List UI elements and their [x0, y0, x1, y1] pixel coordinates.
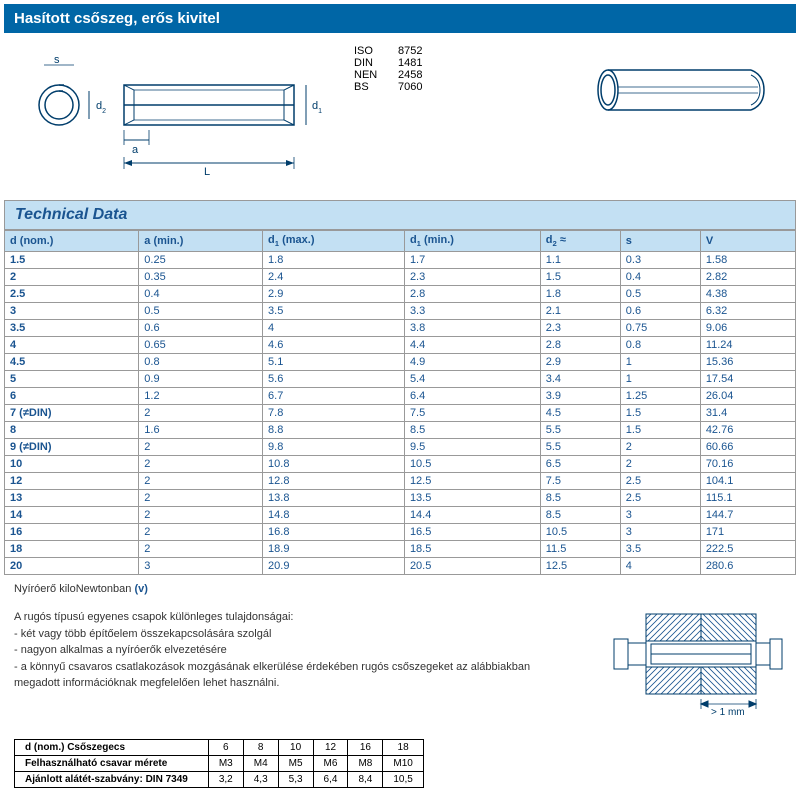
- technical-drawing-main: d2 s d1 a: [24, 45, 324, 188]
- standards-list: ISO8752DIN1481NEN2458BS7060: [354, 45, 422, 93]
- description-section: A rugós típusú egyenes csapok különleges…: [4, 603, 796, 731]
- table-row: 20320.920.512.54280.6: [5, 558, 796, 575]
- column-header: d1 (max.): [263, 231, 405, 252]
- table-row: 61.26.76.43.91.2526.04: [5, 388, 796, 405]
- sizes-row: Ajánlott alátét-szabvány: DIN 73493,24,3…: [15, 771, 424, 787]
- table-row: 1.50.251.81.71.10.31.58: [5, 252, 796, 269]
- svg-text:L: L: [204, 166, 210, 178]
- header-section: d2 s d1 a: [4, 37, 796, 200]
- column-header: V: [700, 231, 795, 252]
- description-intro: A rugós típusú egyenes csapok különleges…: [14, 609, 566, 626]
- footnote: Nyíróerő kiloNewtonban (v): [4, 575, 796, 603]
- column-header: d (nom.): [5, 231, 139, 252]
- table-row: 20.352.42.31.50.42.82: [5, 269, 796, 286]
- table-row: 50.95.65.43.4117.54: [5, 371, 796, 388]
- table-row: 7 (≠DIN)27.87.54.51.531.4: [5, 405, 796, 422]
- page-title: Hasított csőszeg, erős kivitel: [4, 4, 796, 33]
- column-header: s: [620, 231, 700, 252]
- table-row: 18218.918.511.53.5222.5: [5, 541, 796, 558]
- description-bullet: - nagyon alkalmas a nyíróerők elvezetésé…: [14, 642, 566, 659]
- footnote-text: Nyíróerő kiloNewtonban: [14, 583, 131, 595]
- table-row: 40.654.64.42.80.811.24: [5, 337, 796, 354]
- table-row: 30.53.53.32.10.66.32: [5, 303, 796, 320]
- standard-row: DIN1481: [354, 57, 422, 69]
- standard-row: NEN2458: [354, 69, 422, 81]
- table-row: 81.68.88.55.51.542.76: [5, 422, 796, 439]
- svg-text:s: s: [54, 54, 60, 66]
- svg-text:a: a: [132, 144, 139, 156]
- svg-text:d1: d1: [312, 100, 322, 115]
- description-bullet: - két vagy több építőelem összekapcsolás…: [14, 626, 566, 643]
- sizes-row: d (nom.) Csőszegecs6810121618: [15, 739, 424, 755]
- table-row: 9 (≠DIN)29.89.55.5260.66: [5, 439, 796, 456]
- sizes-row: Felhasználható csavar méreteM3M4M5M6M8M1…: [15, 755, 424, 771]
- description-bullet: - a könnyű csavaros csatlakozások mozgás…: [14, 659, 566, 692]
- application-drawing: > 1 mm: [596, 609, 786, 725]
- table-row: 2.50.42.92.81.80.54.38: [5, 286, 796, 303]
- perspective-drawing: [586, 45, 776, 138]
- table-row: 16216.816.510.53171: [5, 524, 796, 541]
- table-row: 14214.814.48.53144.7: [5, 507, 796, 524]
- column-header: d1 (min.): [404, 231, 540, 252]
- technical-data-header: Technical Data: [4, 200, 796, 230]
- table-row: 10210.810.56.5270.16: [5, 456, 796, 473]
- standard-row: BS7060: [354, 81, 422, 93]
- column-header: d2 ≈: [540, 231, 620, 252]
- footnote-v: (v): [134, 583, 147, 595]
- standard-row: ISO8752: [354, 45, 422, 57]
- table-row: 3.50.643.82.30.759.06: [5, 320, 796, 337]
- column-header: a (min.): [139, 231, 263, 252]
- technical-data-table: d (nom.)a (min.)d1 (max.)d1 (min.)d2 ≈sV…: [4, 230, 796, 575]
- sizes-table: d (nom.) Csőszegecs6810121618Felhasználh…: [14, 739, 424, 788]
- svg-text:> 1 mm: > 1 mm: [711, 707, 745, 718]
- table-row: 12212.812.57.52.5104.1: [5, 473, 796, 490]
- svg-text:d2: d2: [96, 100, 106, 115]
- table-row: 13213.813.58.52.5115.1: [5, 490, 796, 507]
- table-row: 4.50.85.14.92.9115.36: [5, 354, 796, 371]
